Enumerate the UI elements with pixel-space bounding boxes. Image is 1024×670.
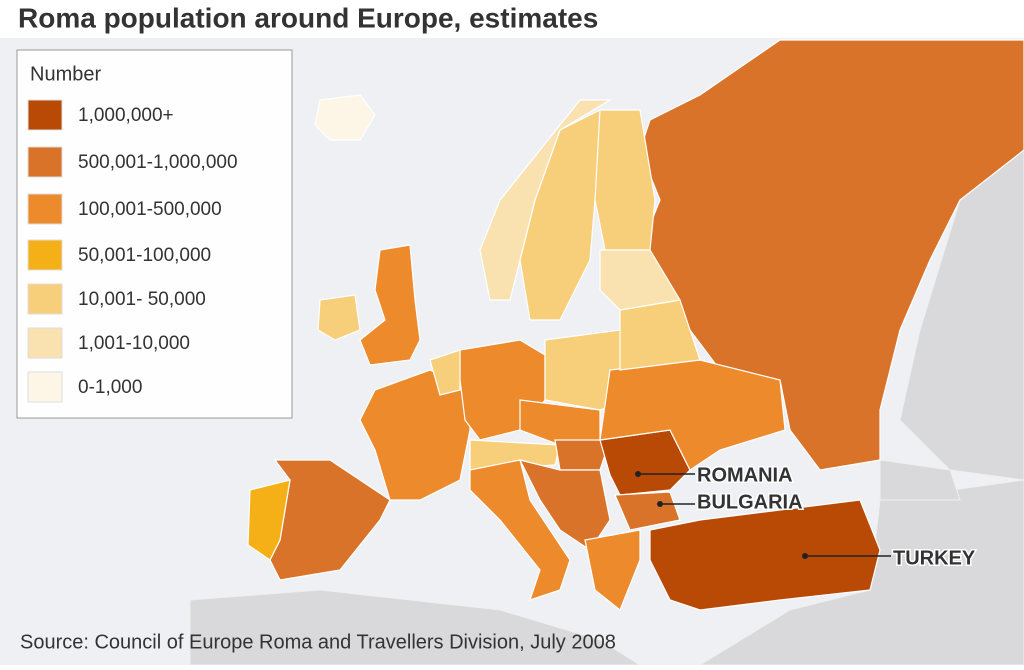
bulgaria xyxy=(614,491,681,531)
legend-swatch xyxy=(27,327,63,359)
title: Roma population around Europe, estimates xyxy=(18,2,598,33)
legend-label: 100,001-500,000 xyxy=(78,199,222,220)
legend-label: 1,001-10,000 xyxy=(78,333,190,354)
source: Source: Council of Europe Roma and Trave… xyxy=(20,631,616,653)
legend-swatch xyxy=(27,283,63,315)
iceland xyxy=(314,94,376,141)
legend-swatch xyxy=(27,239,63,271)
uk xyxy=(359,244,421,366)
austria-switzerland xyxy=(469,439,561,471)
legend-swatch xyxy=(27,371,63,403)
legend-label: 10,001- 50,000 xyxy=(78,289,206,310)
legend-swatch xyxy=(27,193,63,225)
norway xyxy=(479,99,613,301)
italy xyxy=(469,459,571,601)
turkey xyxy=(649,499,881,611)
legend-swatch xyxy=(27,99,63,131)
ukraine xyxy=(599,359,786,471)
portugal xyxy=(247,479,291,561)
legend-label: 50,001-100,000 xyxy=(78,245,211,266)
ireland xyxy=(317,294,361,341)
legend-swatch xyxy=(27,146,63,178)
title-bar xyxy=(0,0,1024,38)
caucasus xyxy=(879,459,961,501)
benelux xyxy=(429,349,461,396)
country-label: TURKEY xyxy=(893,547,976,569)
leader-dot xyxy=(657,501,663,507)
legend-label: 0-1,000 xyxy=(78,377,142,398)
legend-title: Number xyxy=(30,63,101,85)
other-land xyxy=(189,149,1024,666)
greece xyxy=(584,529,641,611)
country-label: BULGARIA xyxy=(697,491,803,513)
central-asia xyxy=(899,149,1024,481)
leader-dot xyxy=(802,553,808,559)
legend-box xyxy=(16,49,293,419)
country-labels: ROMANIA BULGARIA TURKEY xyxy=(635,463,977,571)
legend: Number 1,000,000+ 500,001-1,000,000 100,00… xyxy=(16,49,293,419)
country-label: ROMANIA xyxy=(697,464,793,486)
legend-label: 500,001-1,000,000 xyxy=(78,152,238,173)
balkans xyxy=(518,459,611,551)
legend-label: 1,000,000+ xyxy=(78,105,174,126)
countries xyxy=(247,39,1024,611)
baltics xyxy=(599,249,681,311)
leader-dot xyxy=(635,471,641,477)
